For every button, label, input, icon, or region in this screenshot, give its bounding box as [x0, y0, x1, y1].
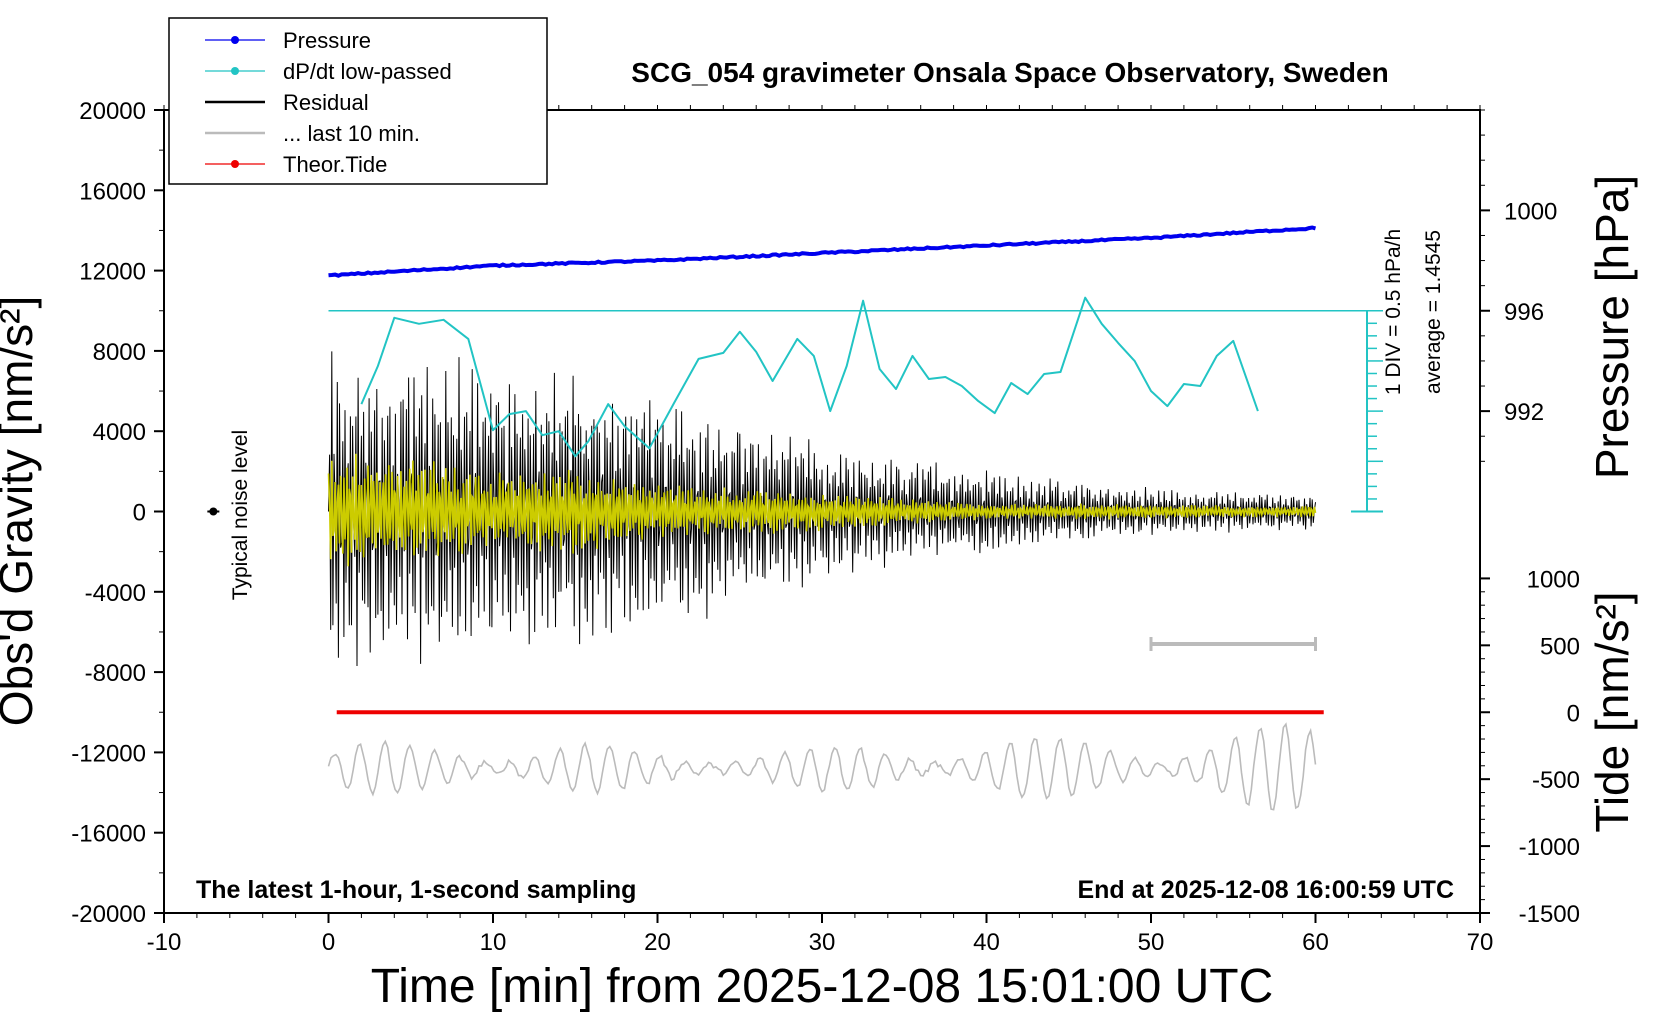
- pressure-div-label: 1 DIV = 0.5 hPa/h: [1382, 229, 1405, 395]
- y-tick-label-left: 20000: [79, 98, 146, 125]
- y-axis-label-tide: Tide [nm/s²]: [1586, 591, 1638, 832]
- legend-label: Pressure: [283, 28, 371, 53]
- y-tick-label-left: -20000: [71, 901, 146, 928]
- y-tick-label-tide: -1500: [1519, 901, 1580, 928]
- x-tick-label: -10: [147, 929, 182, 956]
- annotation-bottom-right: End at 2025-12-08 16:00:59 UTC: [1077, 876, 1454, 904]
- legend-marker: [231, 67, 239, 75]
- y-tick-label-left: -4000: [85, 580, 146, 607]
- pressure-line: [328, 225, 1317, 278]
- y-tick-label-pressure: 992: [1504, 399, 1544, 426]
- y-tick-label-left: -8000: [85, 660, 146, 687]
- x-tick-label: 60: [1302, 929, 1329, 956]
- x-tick-label: 70: [1467, 929, 1494, 956]
- y-tick-label-left: -12000: [71, 740, 146, 767]
- y-tick-label-left: 0: [133, 500, 146, 527]
- x-tick-label: 20: [644, 929, 671, 956]
- legend-label: dP/dt low-passed: [283, 59, 452, 84]
- residual-lowpassed-line: [327, 453, 1317, 567]
- y-tick-label-tide: -500: [1532, 767, 1580, 794]
- noise-level-label: Typical noise level: [229, 430, 252, 600]
- legend-label: ... last 10 min.: [283, 121, 420, 146]
- axes-layer: -10 0 10 20 30 40 50 60 70 20000 16000 12000 8000 400…: [71, 98, 1580, 956]
- residual-line: [328, 351, 1316, 667]
- y-tick-label-pressure: 996: [1504, 299, 1544, 326]
- x-tick-label: 40: [973, 929, 1000, 956]
- y-tick-label-pressure: 1000: [1504, 198, 1557, 225]
- y-tick-label-left: 16000: [79, 178, 146, 205]
- annotation-bottom-left: The latest 1-hour, 1-second sampling: [196, 876, 636, 904]
- noise-level-marker: [209, 507, 218, 516]
- pressure-average-label: average = 1.4545: [1422, 230, 1445, 394]
- last-10-min-line: [327, 722, 1317, 811]
- y-tick-label-tide: -1000: [1519, 834, 1580, 861]
- legend-label: Residual: [283, 90, 369, 115]
- x-axis-label: Time [min] from 2025-12-08 15:01:00 UTC: [371, 960, 1274, 1013]
- x-tick-label: 0: [322, 929, 335, 956]
- dpdt-line: [360, 296, 1259, 458]
- x-tick-label: 50: [1138, 929, 1165, 956]
- y-tick-label-left: 12000: [79, 259, 146, 286]
- chart-title: SCG_054 gravimeter Onsala Space Observat…: [631, 57, 1388, 88]
- y-tick-label-tide: 1000: [1527, 566, 1580, 593]
- legend-label: Theor.Tide: [283, 152, 387, 177]
- y-tick-label-left: 8000: [93, 339, 146, 366]
- series-layer: [207, 225, 1324, 811]
- y-axis-label-pressure: Pressure [hPa]: [1586, 175, 1638, 479]
- legend: Pressure dP/dt low-passed Residual ... last…: [168, 17, 548, 185]
- x-tick-label: 30: [809, 929, 836, 956]
- y-tick-label-tide: 0: [1567, 700, 1580, 727]
- y-tick-label-tide: 500: [1540, 633, 1580, 660]
- legend-marker: [231, 160, 239, 168]
- y-tick-label-left: 4000: [93, 419, 146, 446]
- y-axis-label-left: Obs'd Gravity [nm/s²]: [0, 296, 42, 727]
- legend-marker: [231, 36, 239, 44]
- x-tick-label: 10: [480, 929, 507, 956]
- y-tick-label-left: -16000: [71, 821, 146, 848]
